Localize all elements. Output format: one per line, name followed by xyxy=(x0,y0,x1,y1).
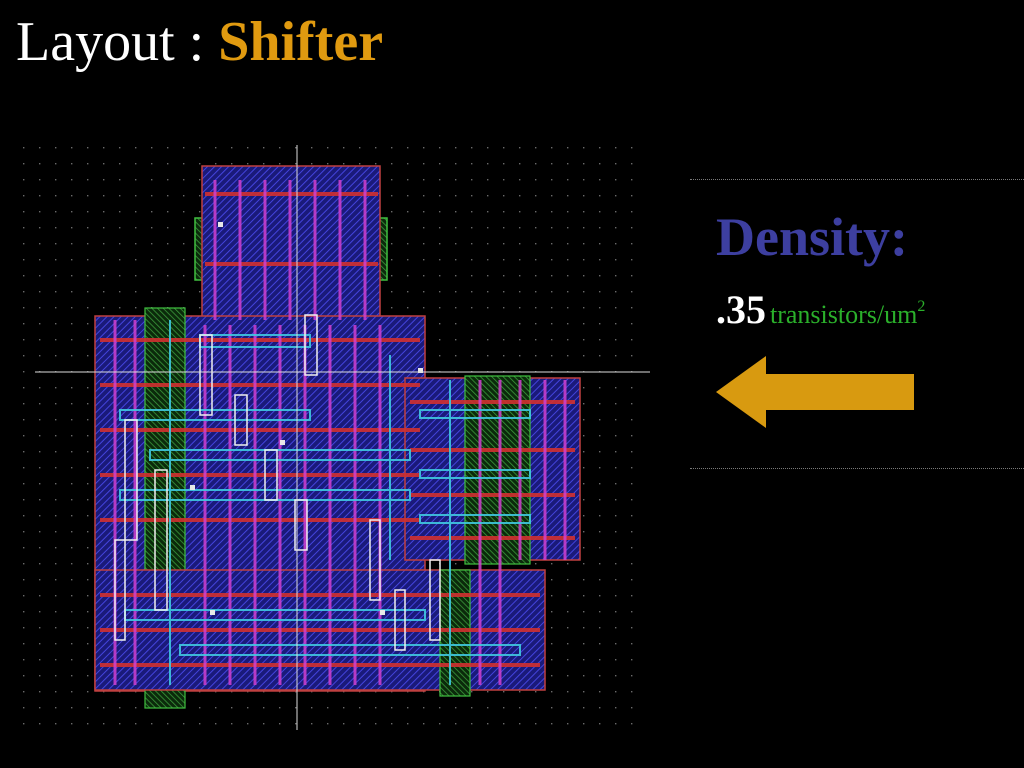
density-unit-exponent: 2 xyxy=(917,298,926,315)
top-divider xyxy=(690,179,1024,180)
left-arrow-icon xyxy=(716,356,914,428)
bottom-divider xyxy=(690,468,1024,469)
title-prefix: Layout : xyxy=(16,11,219,73)
density-unit: transistors/um2 xyxy=(770,298,926,329)
density-value: .35 xyxy=(716,287,766,332)
slide-title: Layout : Shifter xyxy=(16,6,383,78)
shifter-layout-image xyxy=(20,145,650,735)
density-unit-text: transistors/um xyxy=(770,300,918,329)
density-line: .35 transistors/um2 xyxy=(716,286,925,333)
density-heading: Density: xyxy=(716,207,908,267)
title-accent: Shifter xyxy=(218,11,384,73)
